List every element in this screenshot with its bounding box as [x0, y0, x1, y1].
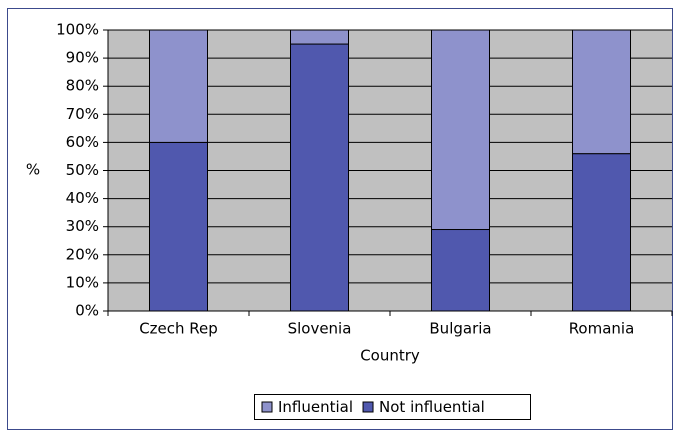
y-tick-label: 20%: [66, 245, 99, 263]
bar-segment: [431, 229, 490, 312]
y-tick-label: 100%: [56, 21, 99, 39]
legend-swatch: [261, 401, 273, 413]
y-tick-label: 10%: [66, 273, 99, 291]
legend-box: [254, 394, 531, 420]
bar-segment: [431, 29, 490, 231]
y-tick-label: 90%: [66, 49, 99, 67]
y-tick-label: 80%: [66, 77, 99, 95]
x-axis-label: Country: [360, 347, 420, 365]
bar-segment: [572, 29, 631, 155]
bar-segment: [572, 153, 631, 312]
y-tick-label: 30%: [66, 217, 99, 235]
bar-segment: [149, 29, 208, 143]
y-axis-label: %: [26, 161, 40, 179]
bar-segment: [290, 29, 349, 45]
x-tick-label: Romania: [569, 320, 635, 338]
bar-segment: [290, 43, 349, 312]
y-tick-label: 40%: [66, 189, 99, 207]
bar-segment: [149, 141, 208, 312]
y-tick-label: 0%: [75, 302, 99, 320]
legend-label: Not influential: [379, 398, 485, 416]
legend-label: Influential: [278, 398, 353, 416]
y-tick-label: 50%: [66, 161, 99, 179]
x-tick-label: Slovenia: [288, 320, 352, 338]
y-tick-label: 60%: [66, 133, 99, 151]
x-tick-label: Bulgaria: [429, 320, 491, 338]
x-tick-label: Czech Rep: [139, 320, 218, 338]
legend-swatch: [362, 401, 374, 413]
y-tick-label: 70%: [66, 105, 99, 123]
